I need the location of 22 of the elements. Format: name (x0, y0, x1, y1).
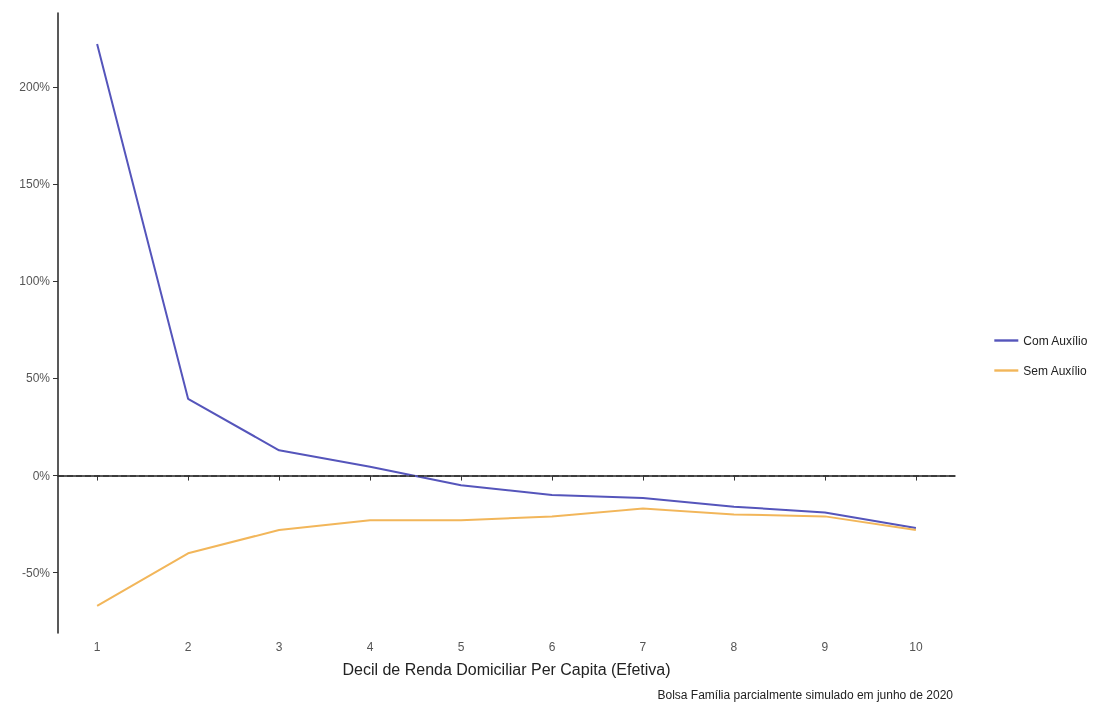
y-tick-label: 0% (32, 468, 51, 483)
x-tick-label: 9 (821, 640, 829, 654)
x-tick-label: 1 (93, 640, 101, 654)
x-tick-label: 7 (639, 640, 647, 654)
x-tick-label: 5 (457, 640, 465, 654)
line-series (96, 507, 917, 607)
y-tick-label: -50% (21, 565, 51, 580)
x-axis-title: Decil de Renda Domiciliar Per Capita (Efetiva) (342, 660, 671, 678)
x-tick-label: 2 (184, 640, 192, 654)
y-tick-label: 150% (19, 177, 51, 192)
legend-label: Com Auxílio (1023, 333, 1088, 348)
y-tick-label: 100% (19, 274, 51, 289)
x-tick-label: 4 (366, 640, 374, 654)
y-tick-label: 50% (25, 371, 51, 386)
y-tick-label: 200% (19, 79, 51, 94)
x-tick-label: 8 (730, 640, 738, 654)
x-tick-label: 10 (909, 640, 923, 654)
x-tick-label: 6 (548, 640, 556, 654)
legend-label: Sem Auxílio (1023, 363, 1087, 378)
x-tick-label: 3 (275, 640, 283, 654)
text: Bolsa Família parcialmente simulado em junho de 2020 (657, 688, 954, 702)
line-series (96, 43, 917, 530)
